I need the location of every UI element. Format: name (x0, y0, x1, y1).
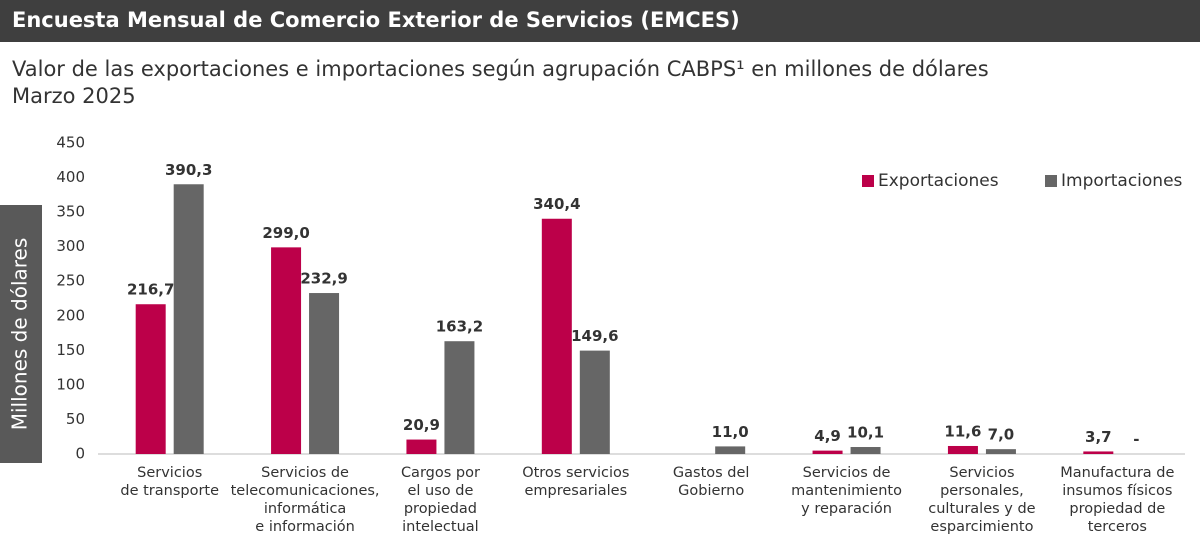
bar (715, 446, 746, 454)
x-tick-label-line: y reparación (801, 501, 892, 517)
value-label: 216,7 (127, 281, 174, 299)
x-tick-label-line: informática (264, 501, 346, 517)
x-tick-label-line: Gobierno (678, 483, 744, 499)
legend-swatch (1045, 175, 1057, 187)
value-label: 340,4 (533, 195, 580, 213)
x-tick-label-line: Gastos del (673, 465, 750, 481)
x-tick-label-line: esparcimiento (930, 519, 1033, 535)
header-title: Encuesta Mensual de Comercio Exterior de… (12, 8, 740, 32)
bar (579, 350, 610, 454)
x-tick-label-line: empresariales (524, 483, 627, 499)
bar (271, 247, 302, 454)
x-tick-label: Manufactura de insumos físicos propiedad d… (1060, 465, 1174, 535)
value-label: 10,1 (847, 424, 884, 442)
bar (812, 450, 843, 454)
x-tick-label: Otros servicios empresariales (522, 465, 629, 499)
x-tick-label-line: e información (255, 519, 355, 535)
x-tick-label-line: propiedad (404, 501, 477, 517)
x-tick-label: Servicios de telecomunicaciones, informáti… (231, 465, 380, 535)
x-tick-label: Servicios personales, culturales y de espar… (928, 465, 1035, 535)
x-tick-label-line: Otros servicios (522, 465, 629, 481)
x-tick-label-line: mantenimiento (791, 483, 902, 499)
value-label: 11,0 (712, 423, 749, 441)
value-label: 390,3 (165, 161, 212, 179)
legend-label: Exportaciones (878, 171, 999, 191)
bar (135, 304, 166, 454)
x-tick-label-line: personales, (940, 483, 1024, 499)
x-tick-label: Servicios de transporte (120, 465, 219, 499)
y-tick-label: 200 (56, 306, 85, 324)
y-tick-label: 150 (56, 341, 85, 359)
legend-label: Importaciones (1061, 171, 1183, 191)
bar (444, 341, 475, 454)
y-tick-label: 50 (66, 410, 85, 428)
value-label: 299,0 (262, 224, 309, 242)
bar (406, 439, 437, 454)
y-axis-label: Millones de dólares (8, 238, 32, 431)
x-tick-label-line: Servicios (137, 465, 202, 481)
value-label: - (1133, 431, 1139, 449)
y-tick-label: 0 (75, 445, 85, 463)
y-tick-label: 350 (56, 203, 85, 221)
x-tick-label-line: Servicios (949, 465, 1014, 481)
bar (947, 445, 978, 454)
value-label: 3,7 (1085, 428, 1112, 446)
value-label: 163,2 (436, 318, 483, 336)
x-tick-label-line: insumos físicos (1062, 483, 1172, 499)
value-label: 7,0 (988, 426, 1015, 444)
value-label: 20,9 (403, 416, 440, 434)
chart-subtitle: Marzo 2025 (12, 84, 136, 108)
x-tick-label: Servicios de mantenimiento y reparación (791, 465, 902, 517)
header-bar (0, 0, 1200, 42)
value-label: 4,9 (814, 427, 841, 445)
x-tick-label-line: Manufactura de (1060, 465, 1174, 481)
bar (985, 449, 1016, 454)
value-label: 11,6 (944, 422, 981, 440)
x-tick-label-line: intelectual (402, 519, 479, 535)
bar (541, 218, 572, 454)
y-tick-label: 250 (56, 272, 85, 290)
x-tick-label-line: Servicios de (261, 465, 349, 481)
y-tick-label: 300 (56, 237, 85, 255)
x-tick-label-line: el uso de (407, 483, 473, 499)
y-label-box (0, 205, 42, 463)
y-tick-label: 400 (56, 168, 85, 186)
y-tick-label: 450 (56, 134, 85, 152)
x-tick-label: Cargos por el uso de propiedad intelectual (401, 465, 480, 535)
bar (1083, 451, 1114, 454)
x-tick-label: Gastos del Gobierno (673, 465, 750, 499)
bar (850, 447, 881, 454)
x-tick-label-line: Cargos por (401, 465, 480, 481)
x-tick-label-line: terceros (1088, 519, 1147, 535)
legend-swatch (862, 175, 874, 187)
value-label: 232,9 (300, 270, 347, 288)
x-tick-label-line: de transporte (120, 483, 219, 499)
x-tick-label-line: Servicios de (803, 465, 891, 481)
x-tick-label-line: propiedad de (1069, 501, 1165, 517)
x-tick-label-line: culturales y de (928, 501, 1035, 517)
bar (173, 184, 204, 454)
chart-title: Valor de las exportaciones e importacion… (12, 57, 989, 81)
bar (309, 293, 340, 454)
x-tick-label-line: telecomunicaciones, (231, 483, 380, 499)
value-label: 149,6 (571, 327, 618, 345)
y-tick-label: 100 (56, 375, 85, 393)
